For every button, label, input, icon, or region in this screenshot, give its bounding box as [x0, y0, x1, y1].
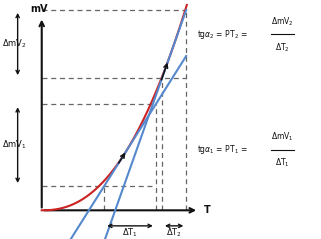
Text: $\Delta$T$_1$: $\Delta$T$_1$: [122, 227, 138, 239]
Text: $\Delta$mV$_2$: $\Delta$mV$_2$: [2, 38, 26, 50]
Text: tg$\alpha_1$ = PT$_1$ =: tg$\alpha_1$ = PT$_1$ =: [197, 143, 249, 156]
Text: $\Delta$mV$_2$: $\Delta$mV$_2$: [271, 15, 294, 27]
Text: T: T: [204, 205, 211, 215]
Text: tg$\alpha_2$ = PT$_2$ =: tg$\alpha_2$ = PT$_2$ =: [197, 28, 249, 41]
Text: $\Delta$mV$_1$: $\Delta$mV$_1$: [2, 139, 26, 151]
Text: mV: mV: [30, 4, 47, 14]
Text: $\Delta$T$_1$: $\Delta$T$_1$: [275, 157, 290, 169]
Text: $\Delta$T$_2$: $\Delta$T$_2$: [275, 41, 290, 54]
Text: $\Delta$mV$_1$: $\Delta$mV$_1$: [271, 130, 294, 143]
Text: $\Delta$T$_2$: $\Delta$T$_2$: [166, 227, 182, 239]
